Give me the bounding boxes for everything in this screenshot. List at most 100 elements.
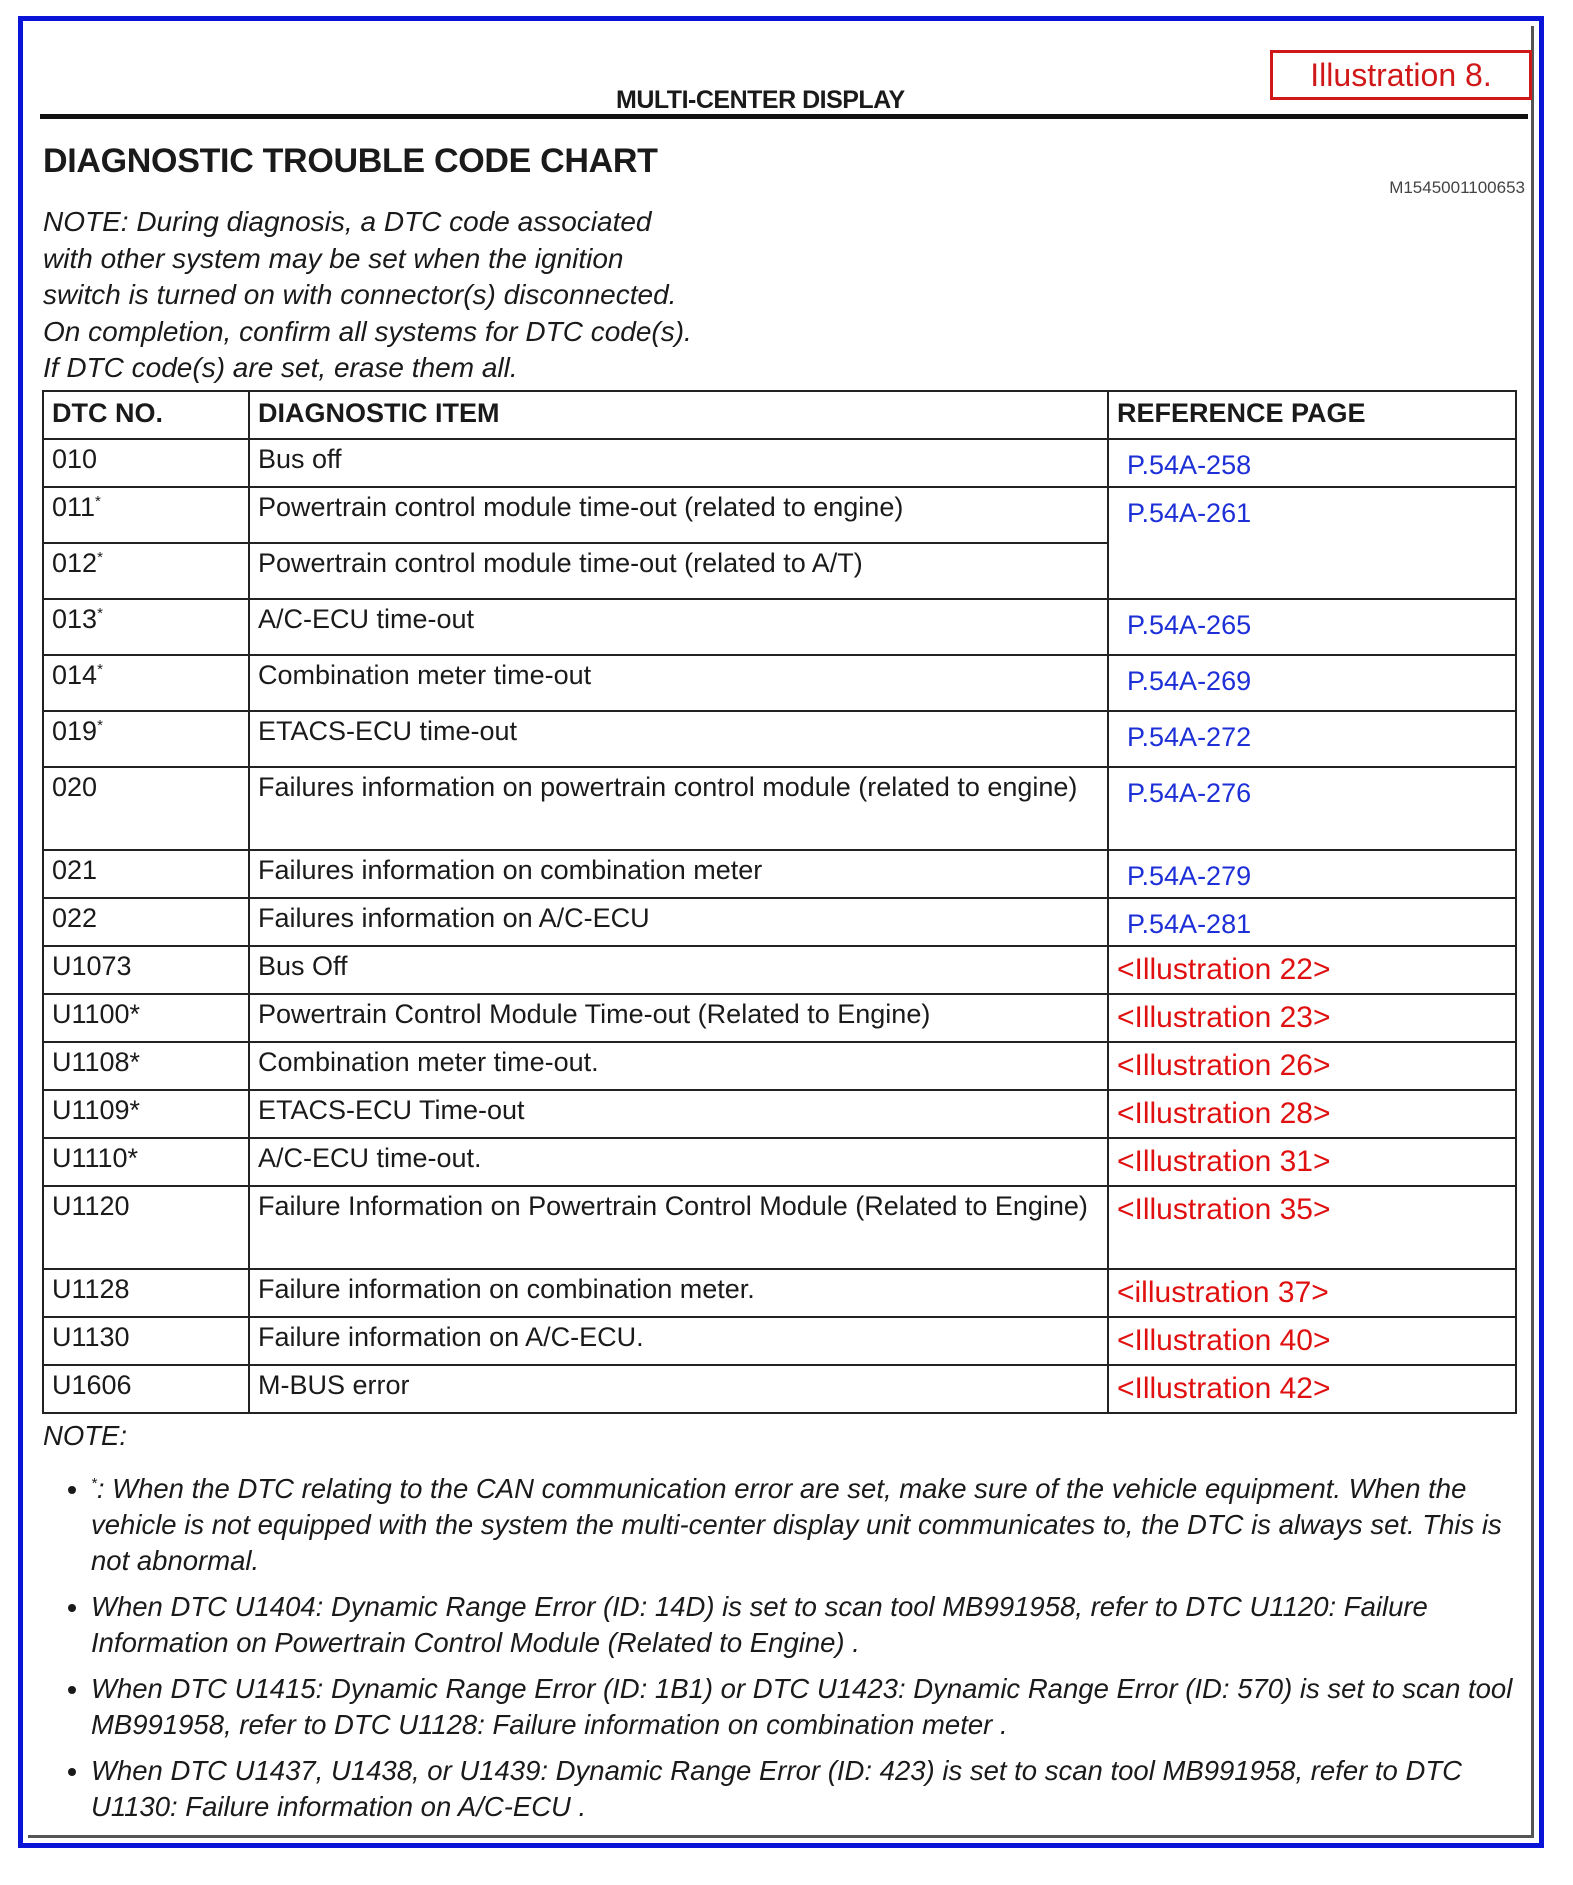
reference-link[interactable]: <Illustration 28> bbox=[1107, 1089, 1517, 1139]
table-row: 011* Powertrain control module time-out (… bbox=[42, 486, 1517, 600]
diagnostic-item: ETACS-ECU time-out bbox=[248, 710, 1109, 768]
asterisk-mark: * bbox=[91, 1475, 97, 1492]
note-line: switch is turned on with connector(s) di… bbox=[43, 279, 677, 310]
reference-link[interactable]: P.54A-265 bbox=[1107, 598, 1517, 656]
document-id: M1545001100653 bbox=[1389, 178, 1525, 197]
dtc-code: U1073 bbox=[42, 945, 250, 995]
table-row: 022 Failures information on A/C-ECU P.54A-… bbox=[42, 897, 1517, 947]
intro-note: NOTE: During diagnosis, a DTC code assoc… bbox=[43, 204, 692, 387]
diagnostic-item: Failure Information on Powertrain Contro… bbox=[248, 1185, 1109, 1270]
dtc-code: 013* bbox=[42, 598, 250, 656]
table-row: U1110* A/C-ECU time-out. <Illustration 31> bbox=[42, 1137, 1517, 1187]
dtc-code: U1108* bbox=[42, 1041, 250, 1091]
dtc-code-text: U1130 bbox=[52, 1322, 130, 1352]
diagnostic-item: Failure information on combination meter… bbox=[248, 1268, 1109, 1318]
dtc-code: U1110* bbox=[42, 1137, 250, 1187]
note-line: with other system may be set when the ig… bbox=[43, 242, 624, 274]
footer-note-text: When DTC U1437, U1438, or U1439: Dynamic… bbox=[91, 1755, 1463, 1823]
asterisk-mark: * bbox=[95, 493, 101, 510]
table-row: U1108* Combination meter time-out. <Illust… bbox=[42, 1041, 1517, 1091]
dtc-code-text: 012 bbox=[52, 548, 98, 578]
table-row: 019* ETACS-ECU time-out P.54A-272 bbox=[42, 710, 1517, 768]
asterisk-mark: * bbox=[97, 661, 103, 678]
diagnostic-item: Powertrain control module time-out (rela… bbox=[248, 542, 1109, 600]
diagnostic-item: Combination meter time-out. bbox=[248, 1041, 1109, 1091]
header-rule bbox=[40, 114, 1528, 119]
asterisk-mark: * bbox=[97, 717, 103, 734]
dtc-code-text: 021 bbox=[52, 855, 98, 885]
diagnostic-item: ETACS-ECU Time-out bbox=[248, 1089, 1109, 1139]
reference-link[interactable]: <Illustration 40> bbox=[1107, 1316, 1517, 1366]
table-row: U1606 M-BUS error <Illustration 42> bbox=[42, 1364, 1517, 1414]
table-row: 013* A/C-ECU time-out P.54A-265 bbox=[42, 598, 1517, 656]
reference-link[interactable]: <Illustration 26> bbox=[1107, 1041, 1517, 1091]
table-row: 021 Failures information on combination m… bbox=[42, 849, 1517, 899]
reference-link[interactable]: <Illustration 42> bbox=[1107, 1364, 1517, 1414]
diagnostic-item: Combination meter time-out bbox=[248, 654, 1109, 712]
diagnostic-item: Bus Off bbox=[248, 945, 1109, 995]
page-inner bbox=[28, 26, 1534, 1838]
dtc-code: U1130 bbox=[42, 1316, 250, 1366]
dtc-code-text: 022 bbox=[52, 903, 98, 933]
dtc-code-text: 019 bbox=[52, 716, 98, 746]
table-row: U1128 Failure information on combination … bbox=[42, 1268, 1517, 1318]
dtc-code: 021 bbox=[42, 849, 250, 899]
footer-note-item: When DTC U1415: Dynamic Range Error (ID:… bbox=[91, 1671, 1523, 1743]
table-row: 020 Failures information on powertrain co… bbox=[42, 766, 1517, 851]
dtc-code: 011* bbox=[42, 486, 250, 544]
dtc-code-text: U1606 bbox=[52, 1370, 132, 1400]
diagnostic-item: Failures information on combination mete… bbox=[248, 849, 1109, 899]
table-row: U1120 Failure Information on Powertrain C… bbox=[42, 1185, 1517, 1270]
page-title: DIAGNOSTIC TROUBLE CODE CHART bbox=[43, 142, 658, 180]
dtc-code-text: U1128 bbox=[52, 1274, 130, 1304]
dtc-code-text: U1100* bbox=[52, 999, 141, 1029]
reference-link[interactable]: P.54A-269 bbox=[1107, 654, 1517, 712]
reference-link[interactable]: P.54A-276 bbox=[1107, 766, 1517, 851]
dtc-code-text: U1110* bbox=[52, 1143, 139, 1173]
dtc-code: U1606 bbox=[42, 1364, 250, 1414]
diagnostic-item: M-BUS error bbox=[248, 1364, 1109, 1414]
table-row: U1130 Failure information on A/C-ECU. <Ill… bbox=[42, 1316, 1517, 1366]
table-row: U1100* Powertrain Control Module Time-out… bbox=[42, 993, 1517, 1043]
reference-link[interactable]: P.54A-272 bbox=[1107, 710, 1517, 768]
dtc-code-text: U1073 bbox=[52, 951, 132, 981]
diagnostic-item: Bus off bbox=[248, 438, 1109, 488]
dtc-code-text: U1108* bbox=[52, 1047, 141, 1077]
diagnostic-item: Failures information on A/C-ECU bbox=[248, 897, 1109, 947]
dtc-code-text: 013 bbox=[52, 604, 98, 634]
diagnostic-item: Powertrain Control Module Time-out (Rela… bbox=[248, 993, 1109, 1043]
column-header: DTC NO. bbox=[42, 390, 250, 440]
note-line: If DTC code(s) are set, erase them all. bbox=[43, 352, 518, 383]
dtc-code: 020 bbox=[42, 766, 250, 851]
dtc-code: U1120 bbox=[42, 1185, 250, 1270]
dtc-code: U1109* bbox=[42, 1089, 250, 1139]
reference-link[interactable]: P.54A-281 bbox=[1107, 897, 1517, 947]
reference-link[interactable]: <Illustration 31> bbox=[1107, 1137, 1517, 1187]
column-header: REFERENCE PAGE bbox=[1107, 390, 1517, 440]
dtc-code: 014* bbox=[42, 654, 250, 712]
illustration-label: Illustration 8. bbox=[1270, 50, 1532, 100]
diagnostic-item: Failures information on powertrain contr… bbox=[248, 766, 1109, 851]
reference-link[interactable]: <illustration 37> bbox=[1107, 1268, 1517, 1318]
table-row: 012* Powertrain control module time-out (… bbox=[42, 542, 1516, 600]
diagnostic-item: A/C-ECU time-out. bbox=[248, 1137, 1109, 1187]
table-row: 010 Bus off P.54A-258 bbox=[42, 438, 1517, 488]
table-row: U1073 Bus Off <Illustration 22> bbox=[42, 945, 1517, 995]
reference-link[interactable]: <Illustration 22> bbox=[1107, 945, 1517, 995]
dtc-table: DTC NO. DIAGNOSTIC ITEM REFERENCE PAGE 0… bbox=[42, 390, 1517, 1414]
reference-link[interactable]: P.54A-258 bbox=[1107, 438, 1517, 488]
dtc-code-text: U1120 bbox=[52, 1191, 130, 1221]
reference-link[interactable]: <Illustration 23> bbox=[1107, 993, 1517, 1043]
reference-link[interactable]: P.54A-279 bbox=[1107, 849, 1517, 899]
page-frame bbox=[18, 16, 1544, 1848]
column-header: DIAGNOSTIC ITEM bbox=[248, 390, 1109, 440]
diagnostic-item: Powertrain control module time-out (rela… bbox=[248, 486, 1109, 544]
asterisk-mark: * bbox=[97, 549, 103, 566]
reference-link[interactable]: <Illustration 35> bbox=[1107, 1185, 1517, 1270]
footer-note-list: *: When the DTC relating to the CAN comm… bbox=[43, 1466, 1523, 1825]
footer-note-text: When DTC U1415: Dynamic Range Error (ID:… bbox=[91, 1673, 1513, 1741]
table-header-row: DTC NO. DIAGNOSTIC ITEM REFERENCE PAGE bbox=[42, 390, 1517, 440]
reference-link[interactable]: P.54A-261 bbox=[1107, 486, 1517, 600]
table-row: 014* Combination meter time-out P.54A-269 bbox=[42, 654, 1517, 712]
footer-note-item: When DTC U1404: Dynamic Range Error (ID:… bbox=[91, 1589, 1523, 1661]
